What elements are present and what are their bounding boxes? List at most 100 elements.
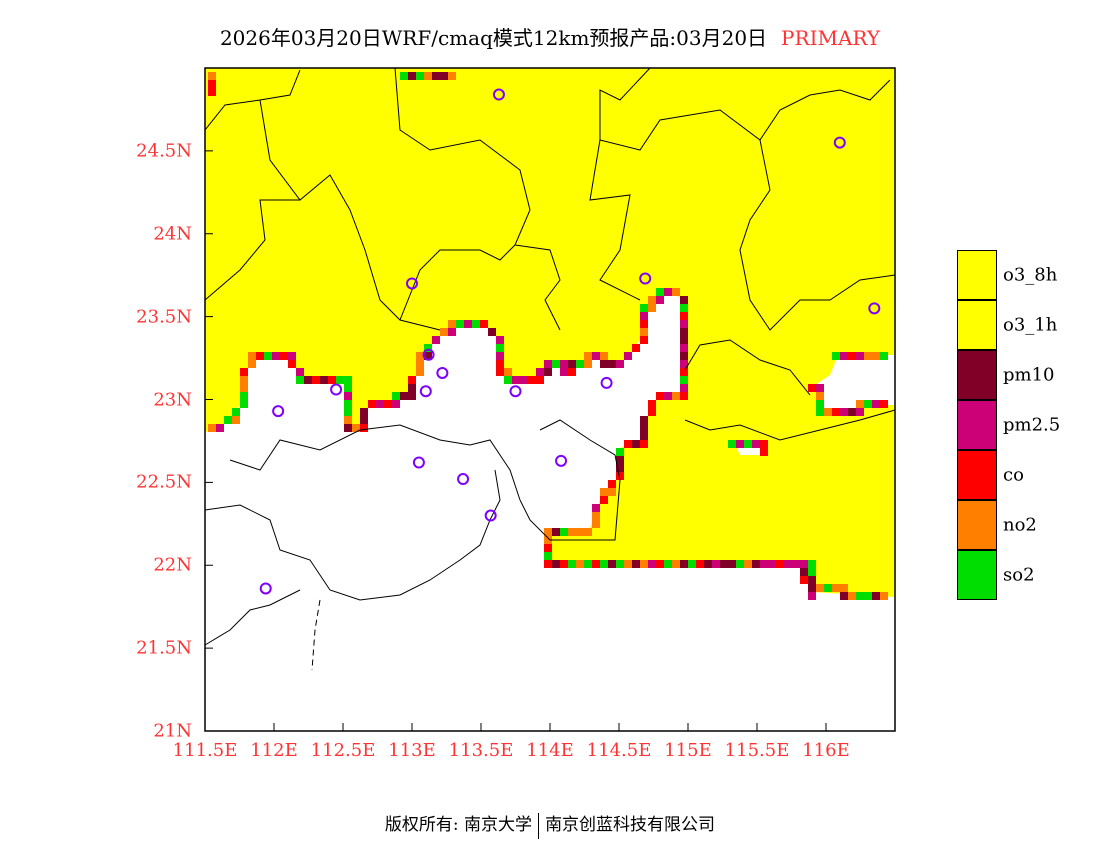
pollutant-cell [608,488,616,496]
pollutant-cell [864,592,872,600]
pollutant-cell [208,424,216,432]
pollutant-cell [208,88,216,96]
pollutant-cell [816,392,824,400]
pollutant-cell [568,560,576,568]
pollutant-cell [600,352,608,360]
lon-label: 111.5E [172,740,238,761]
pollutant-cell [648,304,656,312]
pollutant-cell [448,328,456,336]
pollutant-cell [872,592,880,600]
pollutant-cell [616,560,624,568]
pollutant-cell [640,432,648,440]
pollutant-cell [560,368,568,376]
pollutant-cell [640,304,648,312]
coastline [204,469,501,601]
lon-label: 112E [250,740,298,761]
white-patch-north [650,315,675,382]
pollutant-cell [680,392,688,400]
pollutant-cell [232,408,240,416]
pollutant-cell [496,344,504,352]
pollutant-cell [880,592,888,600]
pollutant-cell [544,368,552,376]
pollutant-cell [792,560,800,568]
pollutant-cell [816,408,824,416]
pollutant-cell [216,424,224,432]
pollutant-cell [416,352,424,360]
pollutant-cell [392,400,400,408]
boundary-line [394,67,561,331]
pollutant-cell [424,352,432,360]
pollutant-cell [728,560,736,568]
pollutant-cell [808,384,816,392]
pollutant-cell [552,560,560,568]
pollutant-cell [768,560,776,568]
station-marker [457,473,470,486]
legend-label: so2 [1003,564,1035,586]
lon-label: 113.5E [448,740,514,761]
pollutant-cell [576,560,584,568]
pollutant-cell [704,560,712,568]
station-marker [259,582,272,595]
pollutant-cell [656,296,664,304]
pollutant-cell [416,360,424,368]
pollutant-cell [624,352,632,360]
station-marker [833,136,846,149]
pollutant-cell [664,392,672,400]
copyright-footer: 版权所有: 南京大学 南京创蓝科技有限公司 [0,810,1100,839]
boundary-line [204,199,300,301]
pollutant-cell [296,376,304,384]
pollutant-cell [784,560,792,568]
pollutant-cell [808,576,816,584]
pollutant-cell [808,568,816,576]
pollutant-cell [320,376,328,384]
pollutant-cell [664,560,672,568]
legend-label: pm2.5 [1003,414,1061,436]
legend-label: co [1003,464,1024,486]
pollutant-cell [424,72,432,80]
pollutant-cell [616,464,624,472]
pollutant-cell [752,440,760,448]
boundary-line [739,139,896,331]
lat-label: 24N [153,223,192,245]
pollutant-cell [640,416,648,424]
pollutant-cell [616,448,624,456]
legend-label: pm10 [1003,364,1055,386]
pollutant-cell [856,408,864,416]
pollutant-cell [496,360,504,368]
pollutant-cell [600,496,608,504]
pollutant-cell [496,352,504,360]
pollutant-cell [344,376,352,384]
pollutant-cell [832,352,840,360]
pollutant-cell [800,568,808,576]
footer-separator [538,812,540,839]
boundary-line [311,599,321,671]
pollutant-cell [392,392,400,400]
legend-swatch-o3_1h [957,300,997,350]
station-marker [272,405,285,418]
pollutant-cell [552,528,560,536]
pollutant-cell [536,368,544,376]
pollutant-cell [560,560,568,568]
pollutant-cell [432,72,440,80]
pollutant-cell [464,320,472,328]
pollutant-cell [640,320,648,328]
pollutant-cell [672,560,680,568]
pollutant-cell [424,344,432,352]
pollutant-cell [432,336,440,344]
pollutant-cell [592,504,600,512]
pollutant-cell [616,456,624,464]
boundary-line [589,139,641,301]
pollutant-cell [360,424,368,432]
axis-ticks [204,150,827,732]
lon-label: 116E [802,740,850,761]
pollutant-cell [632,440,640,448]
station-marker [555,454,568,467]
pollutant-cell [400,72,408,80]
station-marker [509,385,522,398]
pollutant-cell [680,360,688,368]
pollutant-cell [256,352,264,360]
primary-o3-region [205,68,895,597]
pollutant-cell [680,336,688,344]
pollutant-cell [720,560,728,568]
station-marker [406,277,418,290]
